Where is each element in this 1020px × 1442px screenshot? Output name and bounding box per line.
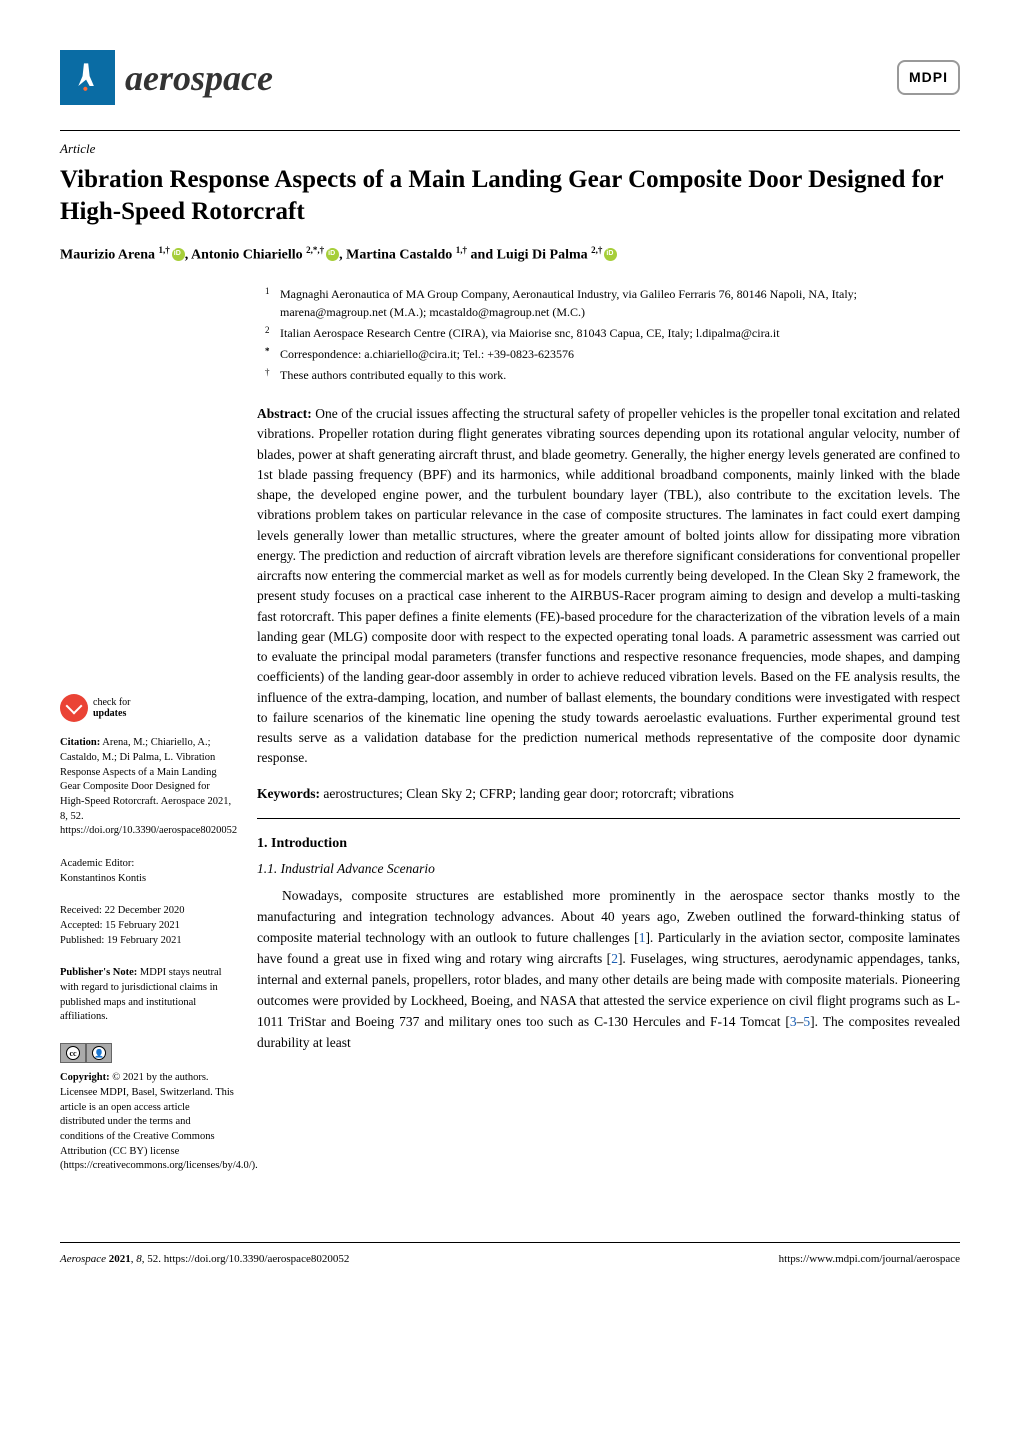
two-column-layout: check for updates Citation: Arena, M.; C… [60,404,960,1192]
dates-block: Received: 22 December 2020 Accepted: 15 … [60,904,235,948]
accepted-date: Accepted: 15 February 2021 [60,920,180,931]
footer-right: https://www.mdpi.com/journal/aerospace [779,1251,960,1268]
copyright-block: Copyright: © 2021 by the authors. Licens… [60,1071,235,1174]
authors-line: Maurizio Arena 1,†, Antonio Chiariello 2… [60,244,960,266]
page-header: aerospace MDPI [60,50,960,105]
orcid-icon[interactable] [326,248,339,261]
contribution-note: † These authors contributed equally to t… [265,366,960,384]
citation-label: Citation: [60,737,100,748]
check-updates-text: check for updates [93,697,130,719]
orcid-icon[interactable] [604,248,617,261]
reference-link[interactable]: 2 [611,951,618,966]
correspondence-marker: * [265,346,270,356]
reference-link[interactable]: 1 [639,930,646,945]
aerospace-logo-icon [60,50,115,105]
pub-note-label: Publisher's Note: [60,967,137,978]
article-type: Article [60,139,960,159]
contribution-marker: † [265,366,280,384]
editor-label: Academic Editor: [60,858,134,869]
journal-name: aerospace [125,51,273,105]
editor-name: Konstantinos Kontis [60,873,146,884]
article-title: Vibration Response Aspects of a Main Lan… [60,164,960,229]
keywords-section: Keywords: aerostructures; Clean Sky 2; C… [257,784,960,804]
correspondence: * Correspondence: a.chiariello@cira.it; … [265,345,960,363]
copyright-text: © 2021 by the authors. Licensee MDPI, Ba… [60,1072,258,1171]
subsection-heading: 1.1. Industrial Advance Scenario [257,859,960,879]
citation-text: Arena, M.; Chiariello, A.; Castaldo, M.;… [60,737,237,836]
keywords-label: Keywords: [257,786,320,801]
body-paragraph: Nowadays, composite structures are estab… [257,886,960,1053]
page-footer: Aerospace 2021, 8, 52. https://doi.org/1… [60,1242,960,1268]
affiliation-2: 2 Italian Aerospace Research Centre (CIR… [265,324,960,342]
affiliation-marker: 2 [265,325,270,335]
cc-icon: cc [60,1043,86,1063]
abstract-label: Abstract: [257,406,312,421]
keywords-text: aerostructures; Clean Sky 2; CFRP; landi… [323,786,734,801]
affiliation-text: Magnaghi Aeronautica of MA Group Company… [280,285,960,321]
cc-license-badge[interactable]: cc 👤 [60,1043,235,1063]
received-date: Received: 22 December 2020 [60,905,185,916]
reference-link[interactable]: 5 [803,1014,810,1029]
footer-left: Aerospace 2021, 8, 52. https://doi.org/1… [60,1251,349,1268]
orcid-icon[interactable] [172,248,185,261]
copyright-label: Copyright: [60,1072,110,1083]
reference-link[interactable]: 3 [790,1014,797,1029]
affiliation-text: Italian Aerospace Research Centre (CIRA)… [280,324,780,342]
abstract-section: Abstract: One of the crucial issues affe… [257,404,960,769]
check-updates-icon [60,694,88,722]
section-divider [257,818,960,819]
abstract-text: One of the crucial issues affecting the … [257,406,960,765]
publishers-note-block: Publisher's Note: MDPI stays neutral wit… [60,966,235,1025]
mdpi-publisher-logo: MDPI [897,60,960,95]
affiliations-block: 1 Magnaghi Aeronautica of MA Group Compa… [60,285,960,384]
by-icon: 👤 [86,1043,112,1063]
affiliation-1: 1 Magnaghi Aeronautica of MA Group Compa… [265,285,960,321]
main-content: Abstract: One of the crucial issues affe… [257,404,960,1192]
editor-block: Academic Editor: Konstantinos Kontis [60,857,235,886]
sidebar: check for updates Citation: Arena, M.; C… [60,404,235,1192]
citation-block: Citation: Arena, M.; Chiariello, A.; Cas… [60,736,235,839]
header-divider [60,130,960,131]
section-heading: 1. Introduction [257,833,960,854]
published-date: Published: 19 February 2021 [60,935,182,946]
check-for-updates[interactable]: check for updates [60,694,235,722]
correspondence-text: Correspondence: a.chiariello@cira.it; Te… [280,345,574,363]
contribution-text: These authors contributed equally to thi… [280,366,506,384]
check-line1: check for [93,697,130,708]
affiliation-marker: 1 [265,286,270,296]
journal-logo: aerospace [60,50,273,105]
check-line2: updates [93,708,126,719]
